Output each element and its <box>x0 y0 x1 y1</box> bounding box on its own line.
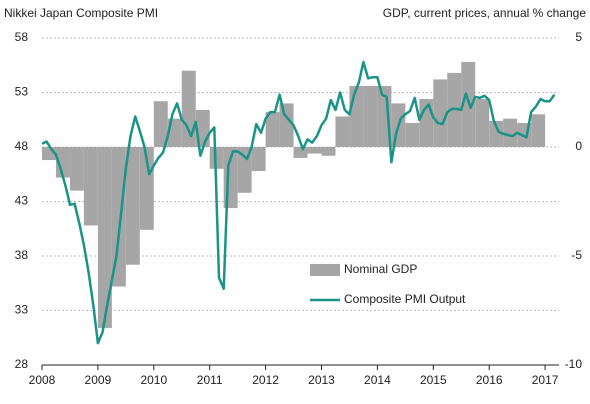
x-tick-label: 2016 <box>476 373 503 387</box>
y-tick-label: 53 <box>15 85 29 99</box>
x-tick-label: 2014 <box>364 373 391 387</box>
bar <box>153 101 168 147</box>
bar <box>335 116 350 147</box>
bar <box>125 147 140 265</box>
bar <box>279 103 294 147</box>
x-tick-label: 2008 <box>29 373 56 387</box>
x-tick-label: 2010 <box>140 373 167 387</box>
bar <box>55 147 70 178</box>
bar <box>209 147 224 169</box>
y-axis-label: Nikkei Japan Composite PMI <box>4 6 158 20</box>
y2-tick-label: 5 <box>575 30 582 44</box>
x-tick-label: 2013 <box>308 373 335 387</box>
y2-axis-label: GDP, current prices, annual % change <box>383 6 587 20</box>
bar <box>251 147 266 171</box>
y2-tick-label: -5 <box>571 248 582 262</box>
x-tick-label: 2009 <box>85 373 112 387</box>
bar <box>349 85 364 147</box>
bar <box>321 147 336 156</box>
bar <box>489 120 504 147</box>
bar <box>181 70 196 147</box>
y-tick-label: 28 <box>15 357 29 371</box>
bar <box>293 147 308 158</box>
x-tick-label: 2011 <box>197 373 223 387</box>
y-tick-label: 58 <box>15 30 29 44</box>
bar <box>405 123 420 147</box>
y-tick-label: 43 <box>15 194 29 208</box>
legend-swatch <box>310 264 340 276</box>
y-tick-label: 38 <box>15 248 29 262</box>
bar <box>475 99 490 147</box>
bar <box>363 85 378 147</box>
bar <box>139 147 154 230</box>
y2-tick-label: 0 <box>575 139 582 153</box>
bar <box>531 114 546 147</box>
bar <box>307 147 322 154</box>
bar <box>111 147 126 287</box>
y-tick-label: 33 <box>15 303 29 317</box>
bar <box>265 112 280 147</box>
bar <box>503 118 518 147</box>
bar <box>69 147 84 191</box>
bar <box>433 79 448 147</box>
x-tick-label: 2017 <box>532 373 559 387</box>
legend-label: Nominal GDP <box>344 262 417 276</box>
line <box>41 60 556 345</box>
x-tick-label: 2015 <box>420 373 447 387</box>
y-tick-label: 48 <box>15 139 29 153</box>
bar <box>97 147 112 328</box>
x-tick-label: 2012 <box>252 373 279 387</box>
bar <box>83 147 98 226</box>
bar <box>167 118 182 147</box>
legend-label: Composite PMI Output <box>344 292 466 306</box>
y2-tick-label: -10 <box>565 357 583 371</box>
